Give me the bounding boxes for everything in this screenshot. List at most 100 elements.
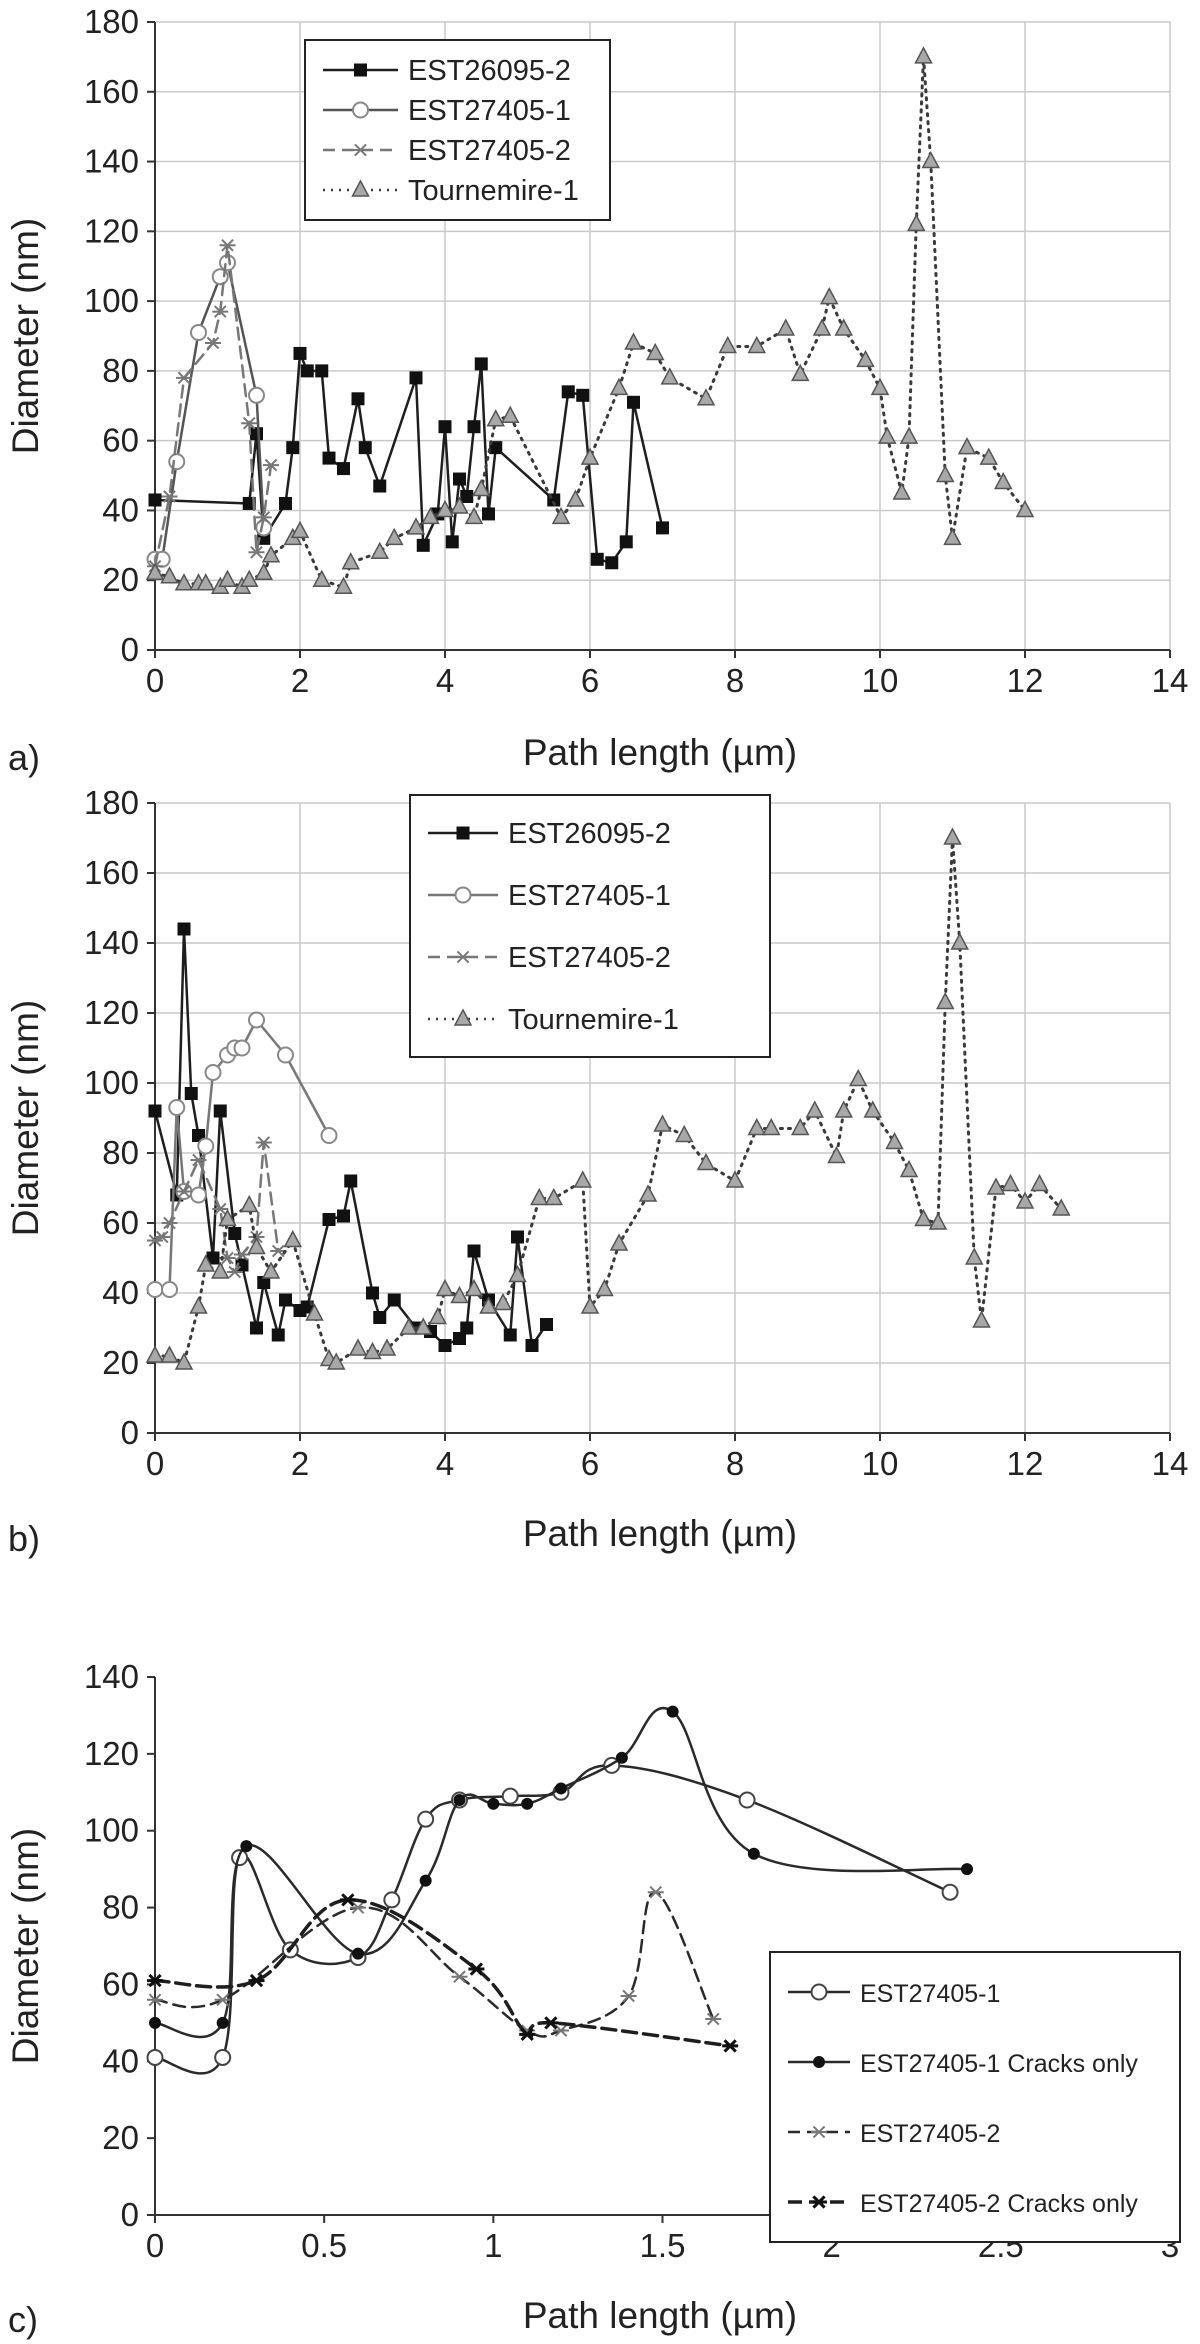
data-point [914,1208,933,1227]
x-tick-label: 0.5 [301,2227,347,2264]
data-point [192,1129,205,1142]
data-point [211,1261,230,1279]
data-point [315,364,329,378]
data-point [247,1236,266,1255]
x-tick-label: 4 [436,662,454,699]
data-point [605,556,619,570]
legend-swatch-marker [352,143,369,157]
legend-swatch-marker [454,886,472,904]
chart-panel-a: 0 2 4 6 8 10 12 14 0 20 40 60 80 100 120 140 160 180 Path … [0,0,1200,781]
data-point [417,1810,435,1828]
x-tick-label: 2 [291,662,309,699]
legend-label: EST27405-2 Cracks only [860,2190,1138,2218]
data-point [609,377,629,396]
data-point [941,1883,959,1901]
data-point [176,371,192,385]
y-tick-label: 20 [102,1344,139,1381]
data-point [146,1281,164,1298]
data-point [219,238,236,252]
legend-label: EST27405-1 Cracks only [860,2050,1138,2078]
data-point [279,496,292,510]
data-point [242,496,256,510]
series-est27405-1-cracks-only [149,1705,973,2039]
data-point [747,335,766,354]
x-tick-label: 6 [581,662,599,699]
data-point [270,1244,287,1258]
data-point [542,2016,559,2030]
data-point [255,511,272,524]
data-point [553,2024,569,2037]
legend-label: EST27405-1 [408,95,571,127]
data-point [205,336,221,350]
data-point [899,1159,919,1178]
data-point [419,1874,432,1887]
data-point [322,451,336,465]
data-point [590,552,604,566]
data-point [438,1339,452,1352]
data-point [620,1989,637,2003]
data-point [450,496,469,514]
data-point [899,426,919,444]
series-tournemire-1 [145,827,1071,1370]
data-point [147,1993,163,2007]
data-point [464,506,484,525]
y-tick-label: 100 [84,282,139,319]
data-point [519,2027,536,2042]
data-point [240,569,259,587]
y-tick-label: 0 [121,1414,139,1451]
data-point [435,1278,455,1297]
legend-swatch-marker [455,950,471,964]
data-point [197,1137,215,1155]
data-point [406,517,426,535]
y-tick-label: 180 [84,784,139,821]
data-point [738,1791,756,1809]
data-point [147,1973,163,1988]
legend-swatch-marker [352,101,369,119]
legend-swatch-marker [811,2125,827,2139]
data-point [421,506,440,525]
x-tick-label: 2 [291,1445,309,1482]
x-tick-label: 14 [1152,1445,1189,1482]
x-tick-label: 10 [862,662,899,699]
data-point [936,464,955,483]
legend-label: EST26095-2 [408,55,571,87]
data-point [161,1281,178,1298]
y-tick-label: 20 [102,561,139,598]
data-point [921,150,940,169]
data-point [725,1170,745,1188]
data-point [161,490,178,503]
x-tick-label: 1 [484,2227,502,2264]
data-point [189,1296,208,1314]
data-point [464,1278,484,1297]
data-point [240,1194,259,1213]
data-point [943,527,962,546]
data-point [1001,1173,1020,1192]
data-point [878,426,897,444]
data-point [561,385,575,399]
data-point [907,213,926,232]
y-tick-label: 60 [102,1965,139,2002]
series-line [153,927,548,1347]
series-est27405-2 [147,1136,287,1279]
data-point [190,1186,207,1204]
data-point [870,377,890,396]
data-point [863,1100,882,1118]
data-point [348,1338,368,1356]
data-point [961,1863,973,1876]
data-point [453,472,466,486]
data-point [965,1247,984,1265]
data-point [226,1265,243,1279]
data-point [928,1212,948,1230]
y-tick-label: 40 [102,2042,139,2079]
legend-swatch-marker [811,2195,827,2209]
data-point [234,1248,250,1261]
legend-label: EST27405-1 [860,1980,1000,2008]
data-point [638,1184,658,1202]
data-point [283,1229,302,1248]
data-point [290,520,310,539]
data-point [383,1891,401,1909]
data-point [174,573,194,591]
chart-b-panel-label: b) [8,1518,40,1559]
